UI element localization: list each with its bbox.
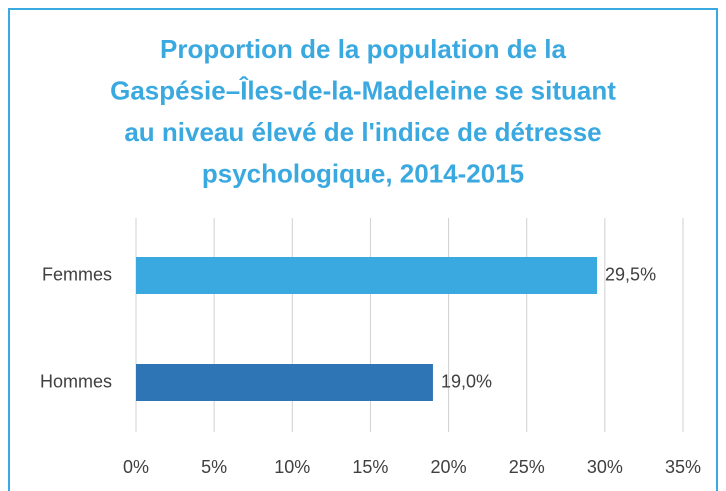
x-tick-label: 35% xyxy=(665,457,701,477)
chart-title: au niveau élevé de l'indice de détresse xyxy=(124,117,601,147)
x-tick-label: 30% xyxy=(587,457,623,477)
x-tick-label: 25% xyxy=(509,457,545,477)
x-tick-label: 0% xyxy=(123,457,149,477)
chart-border xyxy=(8,8,718,491)
bar xyxy=(136,364,433,401)
data-label: 19,0% xyxy=(441,371,492,391)
chart-title: Gaspésie–Îles-de-la-Madeleine se situant xyxy=(110,75,616,105)
x-tick-label: 5% xyxy=(201,457,227,477)
bar xyxy=(136,257,598,294)
y-tick-label: Hommes xyxy=(40,371,112,391)
x-tick-label: 15% xyxy=(352,457,388,477)
x-tick-label: 10% xyxy=(274,457,310,477)
chart-title: psychologique, 2014-2015 xyxy=(202,158,524,188)
y-tick-label: Femmes xyxy=(42,264,112,284)
x-tick-label: 20% xyxy=(431,457,467,477)
chart-title: Proportion de la population de la xyxy=(160,34,566,64)
data-label: 29,5% xyxy=(605,264,656,284)
